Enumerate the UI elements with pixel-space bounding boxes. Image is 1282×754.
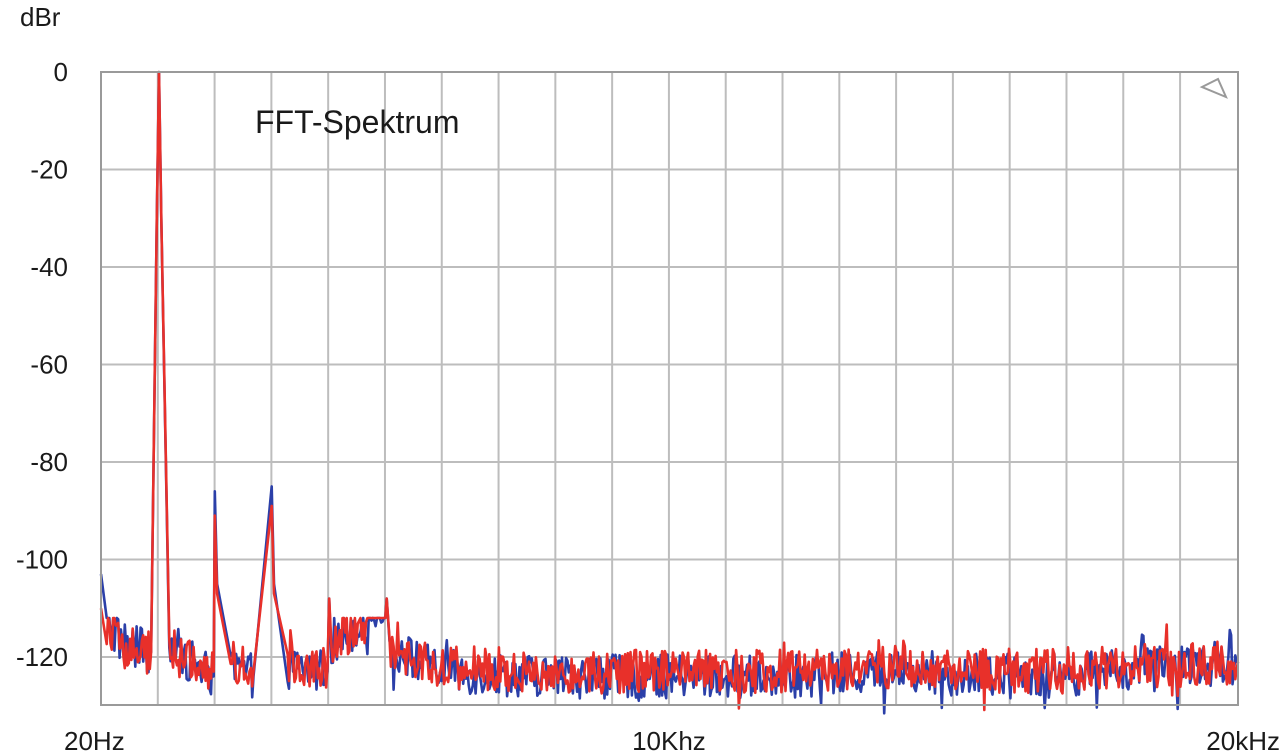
y-tick-labels: 0 -20 -40 -60 -80 -100 -120	[16, 57, 68, 672]
plot-frame	[100, 71, 1239, 706]
y-tick-label: -120	[16, 642, 68, 672]
chart-title: FFT-Spektrum	[255, 104, 459, 140]
y-tick-label: -20	[30, 155, 68, 185]
y-axis-label: dBr	[20, 2, 61, 32]
cursor-marker-icon	[1199, 77, 1228, 99]
y-tick-label: -60	[30, 350, 68, 380]
x-tick-label: 10Khz	[632, 726, 706, 754]
grid	[100, 71, 1239, 705]
x-tick-label: 20Hz	[64, 726, 125, 754]
plot-border	[100, 71, 1239, 706]
series-layer	[99, 70, 1240, 715]
y-tick-label: -100	[16, 545, 68, 575]
series-line-2	[99, 70, 1240, 712]
x-tick-label: 20kHz	[1206, 726, 1280, 754]
y-tick-label: -40	[30, 252, 68, 282]
y-tick-label: 0	[54, 57, 68, 87]
y-tick-label: -80	[30, 447, 68, 477]
x-tick-labels: 20Hz 10Khz 20kHz	[64, 726, 1280, 754]
